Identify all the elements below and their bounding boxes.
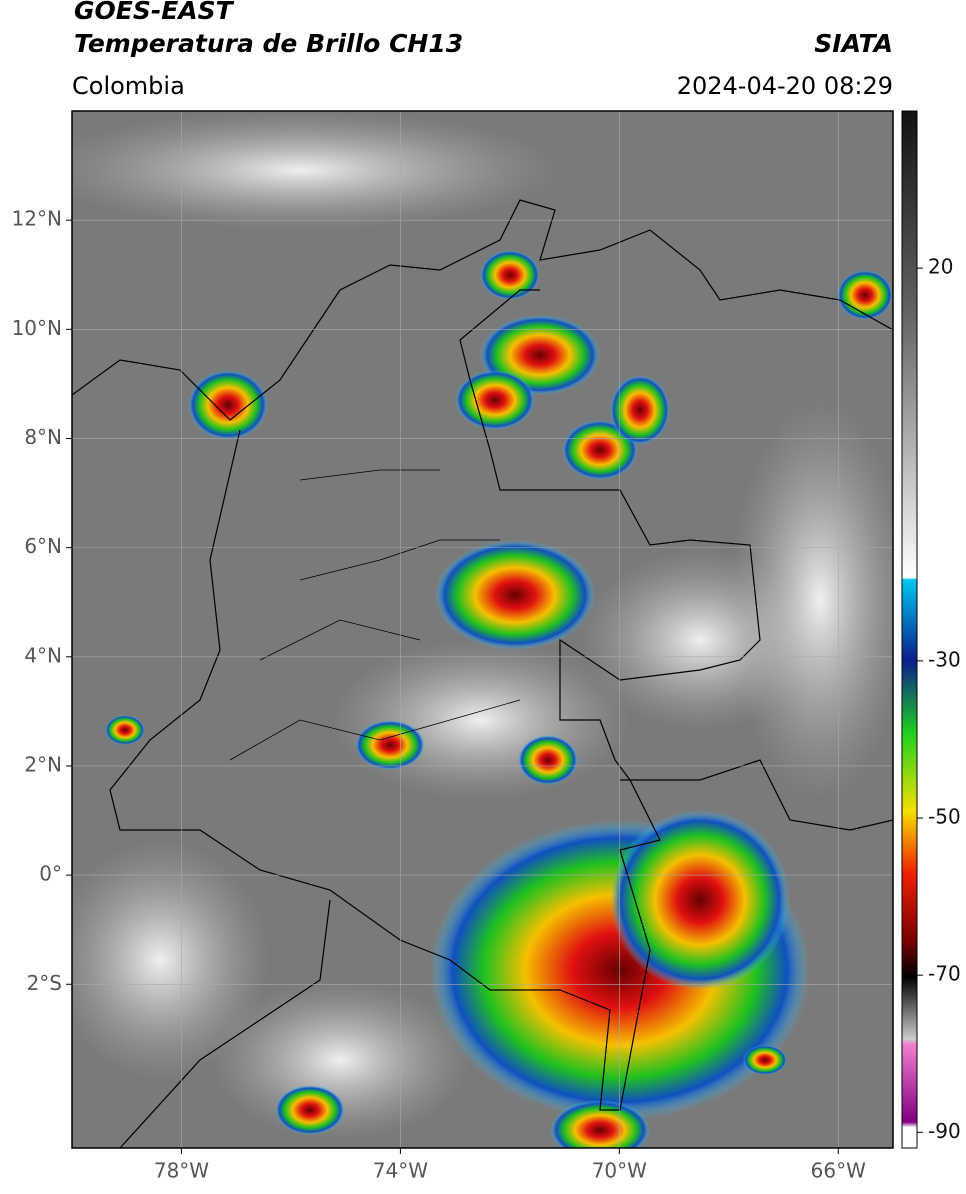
x-tick-label: 74°W xyxy=(373,1159,428,1183)
map-frame xyxy=(71,110,894,1149)
cloud xyxy=(730,400,893,800)
storm xyxy=(188,370,268,440)
colorbar xyxy=(901,110,918,1149)
storm xyxy=(455,370,535,430)
storm xyxy=(610,375,670,445)
cloud xyxy=(72,840,270,1080)
storm xyxy=(610,810,790,990)
storm xyxy=(435,540,595,650)
y-tick-label: 6°N xyxy=(24,534,62,558)
storm xyxy=(518,735,578,785)
storm-cells xyxy=(105,250,893,1148)
borders xyxy=(72,199,893,1148)
region: Colombia xyxy=(72,72,185,100)
storm xyxy=(105,715,145,745)
admin-borders xyxy=(229,469,521,761)
colorbar-tick-label: -90 xyxy=(928,1119,961,1143)
x-tick-label: 66°W xyxy=(811,1159,866,1183)
storm xyxy=(550,1100,650,1148)
colorbar-tick-label: -70 xyxy=(928,962,961,986)
storm xyxy=(480,250,540,300)
imagery xyxy=(72,111,893,1148)
y-tick-label: 2°S xyxy=(27,971,62,995)
colombia-border xyxy=(109,289,761,1111)
y-tick-label: 2°N xyxy=(24,752,62,776)
y-tick-label: 0° xyxy=(39,862,62,886)
storm xyxy=(275,1085,345,1135)
source: SIATA xyxy=(814,29,893,58)
colorbar-tick-label: 20 xyxy=(928,255,953,279)
storm xyxy=(355,720,425,770)
y-tick-label: 4°N xyxy=(24,643,62,667)
x-tick-label: 78°W xyxy=(154,1159,209,1183)
x-tick-label: 70°W xyxy=(592,1159,647,1183)
cloud xyxy=(72,111,560,230)
y-tick-label: 12°N xyxy=(12,207,62,231)
cloud xyxy=(210,980,470,1140)
colorbar-tick-label: -30 xyxy=(928,647,961,671)
datetime: 2024-04-20 08:29 xyxy=(677,72,893,100)
graticule xyxy=(72,111,893,1148)
coastline xyxy=(72,199,893,421)
storm xyxy=(743,1045,787,1075)
title: GOES-EAST xyxy=(74,0,235,25)
storm xyxy=(837,270,893,320)
brazil-border xyxy=(620,759,893,831)
y-tick-label: 8°N xyxy=(24,425,62,449)
y-tick-label: 10°N xyxy=(12,316,62,340)
ecuador-peru-border xyxy=(119,899,331,1148)
storm xyxy=(562,420,638,480)
colorbar-tick-label: -50 xyxy=(928,805,961,829)
subtitle: Temperatura de Brillo CH13 xyxy=(74,29,463,58)
